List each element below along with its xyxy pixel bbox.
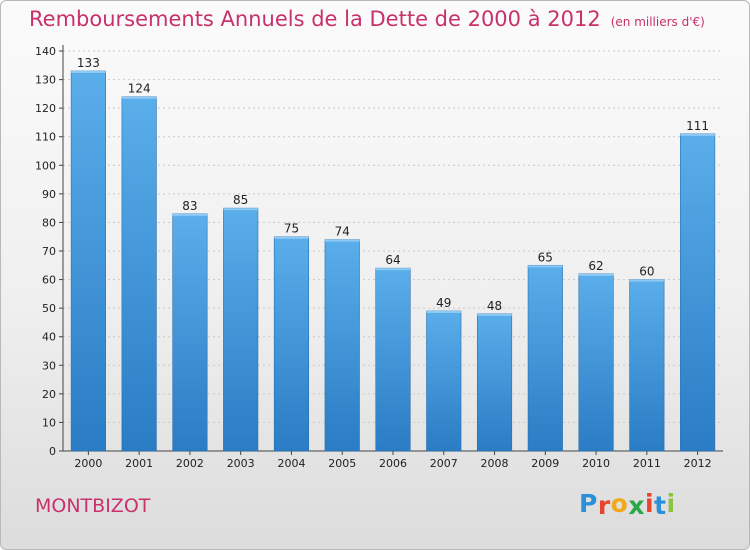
logo-letter: i [666,489,676,518]
value-label-2006: 64 [385,253,400,267]
bar-2002 [172,213,208,452]
value-label-2002: 83 [182,199,197,213]
x-tick-label-2002: 2002 [176,457,204,470]
value-label-2007: 49 [436,296,451,310]
logo-letter: r [597,491,611,520]
bar-highlight [274,236,309,239]
x-tick-label-2000: 2000 [74,457,102,470]
value-label-2010: 62 [588,259,603,273]
bars [70,70,716,452]
logo-letter: P [579,489,598,518]
logo-letter: x [628,491,645,520]
value-label-2005: 74 [335,225,350,239]
x-tick-label-2001: 2001 [125,457,153,470]
value-label-2009: 65 [538,250,553,264]
y-tick-label: 130 [35,74,56,87]
value-label-2004: 75 [284,222,299,236]
x-tick-label-2003: 2003 [227,457,255,470]
bar-2006 [375,267,411,452]
y-tick-label: 10 [42,416,56,429]
y-tick-label: 90 [42,188,56,201]
x-tick-label-2006: 2006 [379,457,407,470]
value-label-2008: 48 [487,299,502,313]
bar-highlight [477,313,512,316]
bar-highlight [426,311,462,313]
logo-letter: i [645,489,655,518]
bar-highlight [528,265,563,268]
bar-highlight [121,96,157,99]
bar-2003 [223,207,259,452]
bar-2004 [273,236,310,452]
value-label-2000: 133 [77,56,100,70]
bar-highlight [223,208,258,211]
bar-highlight [680,133,715,136]
chart-title: Remboursements Annuels de la Dette de 20… [29,7,705,31]
value-label-2003: 85 [233,193,248,207]
y-tick-label: 140 [35,45,56,58]
commune-name: MONTBIZOT [35,495,151,517]
y-tick-label: 60 [42,274,56,287]
bar-highlight [71,71,106,73]
x-tick-label-2010: 2010 [582,457,610,470]
y-tick-label: 110 [35,131,56,144]
bar-2008 [476,313,513,452]
y-tick-label: 50 [42,302,56,315]
logo-letter: t [654,491,667,520]
x-tick-label-2007: 2007 [430,457,458,470]
bar-highlight [172,213,208,216]
bar-highlight [578,273,614,276]
bar-2009 [527,264,563,452]
value-label-2012: 111 [686,119,709,133]
bar-2005 [324,239,360,452]
chart-title-text: Remboursements Annuels de la Dette de 20… [29,7,601,31]
bar-highlight [629,279,665,282]
x-tick-label-2011: 2011 [633,457,661,470]
bar-2007 [426,310,462,452]
y-tick-label: 100 [35,159,56,172]
y-tick-label: 20 [42,388,56,401]
bar-highlight [375,268,411,271]
bar-2001 [121,96,157,452]
x-tick-label-2009: 2009 [531,457,559,470]
bar-2012 [680,133,716,452]
value-label-2001: 124 [128,82,151,96]
x-tick-label-2008: 2008 [481,457,509,470]
chart-subtitle: (en milliers d'€) [610,15,705,29]
y-tick-label: 30 [42,359,56,372]
y-tick-label: 80 [42,216,56,229]
value-label-2011: 60 [639,265,654,279]
bar-highlight [324,239,360,242]
y-tick-label: 70 [42,245,56,258]
logo-letter: o [610,489,629,518]
y-tick-label: 120 [35,102,56,115]
x-tick-label-2012: 2012 [684,457,712,470]
bar-2011 [629,279,665,452]
labels: 0 10 20 30 40 50 60 70 80 90 100 110 120 130 140 133 200… [35,45,712,470]
x-tick-label-2004: 2004 [277,457,305,470]
x-tick-label-2005: 2005 [328,457,356,470]
bar-2000 [70,70,106,452]
y-tick-label: 40 [42,331,56,344]
bar-2010 [578,273,614,452]
y-tick-label: 0 [49,445,56,458]
proxiti-logo: Proxiti [579,489,676,520]
